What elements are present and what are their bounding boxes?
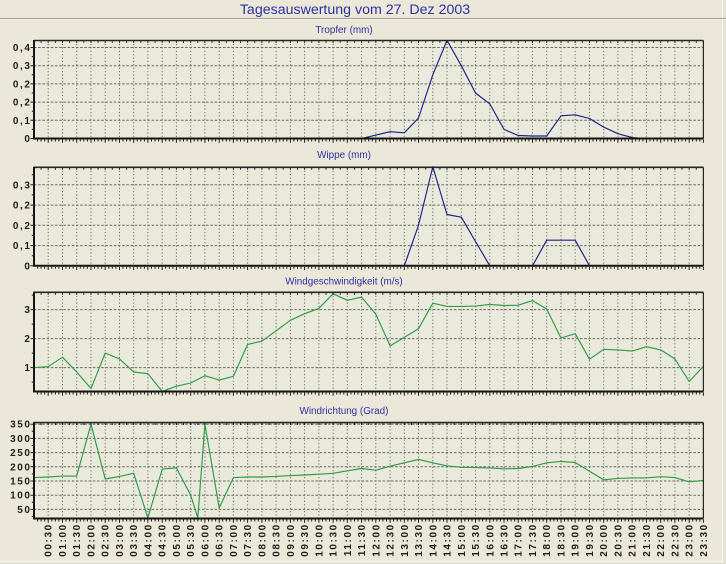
svg-text:13:30: 13:30 <box>414 523 425 557</box>
svg-text:15:30: 15:30 <box>471 523 482 557</box>
svg-text:0,2: 0,2 <box>13 79 32 90</box>
svg-text:01:30: 01:30 <box>72 523 83 557</box>
svg-text:2: 2 <box>24 334 31 345</box>
svg-text:11:30: 11:30 <box>357 523 368 556</box>
svg-text:19:00: 19:00 <box>571 523 582 557</box>
svg-text:200: 200 <box>10 462 32 473</box>
svg-text:05:30: 05:30 <box>186 523 197 557</box>
svg-text:150: 150 <box>10 477 32 488</box>
svg-text:07:30: 07:30 <box>243 523 254 557</box>
svg-text:300: 300 <box>10 434 32 445</box>
svg-text:12:00: 12:00 <box>371 523 382 557</box>
svg-text:23:00: 23:00 <box>685 523 696 557</box>
svg-text:16:30: 16:30 <box>500 523 511 557</box>
svg-text:0: 0 <box>24 134 31 145</box>
svg-text:09:30: 09:30 <box>300 523 311 557</box>
svg-text:00:30: 00:30 <box>44 523 55 557</box>
svg-text:01:00: 01:00 <box>58 523 69 557</box>
svg-text:Tropfer (mm): Tropfer (mm) <box>315 25 372 36</box>
svg-text:21:30: 21:30 <box>642 523 653 557</box>
svg-text:16:00: 16:00 <box>485 523 496 557</box>
svg-text:14:00: 14:00 <box>428 523 439 557</box>
svg-text:3: 3 <box>24 305 31 316</box>
svg-text:08:00: 08:00 <box>257 523 268 557</box>
svg-text:21:00: 21:00 <box>628 523 639 557</box>
svg-text:11:00: 11:00 <box>343 523 354 556</box>
svg-text:Windgeschwindigkeit (m/s): Windgeschwindigkeit (m/s) <box>285 277 402 288</box>
svg-text:18:00: 18:00 <box>542 523 553 557</box>
svg-text:0,1: 0,1 <box>13 241 32 252</box>
svg-text:06:30: 06:30 <box>215 523 226 557</box>
svg-text:23:30: 23:30 <box>699 523 710 557</box>
svg-text:100: 100 <box>10 491 32 502</box>
svg-text:07:00: 07:00 <box>229 523 240 557</box>
svg-text:10:00: 10:00 <box>314 523 325 557</box>
svg-text:03:30: 03:30 <box>129 523 140 557</box>
svg-text:1: 1 <box>24 363 31 374</box>
svg-text:02:00: 02:00 <box>87 523 98 557</box>
svg-text:19:30: 19:30 <box>585 523 596 557</box>
svg-text:22:30: 22:30 <box>670 523 681 557</box>
svg-text:0,1: 0,1 <box>13 116 32 127</box>
svg-text:15:00: 15:00 <box>457 523 468 557</box>
svg-text:0,3: 0,3 <box>13 61 32 72</box>
svg-text:03:00: 03:00 <box>115 523 126 557</box>
svg-text:Tagesauswertung vom 27. Dez 20: Tagesauswertung vom 27. Dez 2003 <box>240 2 470 18</box>
svg-text:12:30: 12:30 <box>386 523 397 557</box>
svg-text:0: 0 <box>24 261 31 272</box>
svg-text:02:30: 02:30 <box>101 523 112 557</box>
svg-text:06:00: 06:00 <box>200 523 211 557</box>
svg-text:0,4: 0,4 <box>13 43 32 54</box>
svg-text:04:30: 04:30 <box>158 523 169 557</box>
svg-text:22:00: 22:00 <box>656 523 667 557</box>
svg-text:14:30: 14:30 <box>443 523 454 557</box>
svg-text:04:00: 04:00 <box>143 523 154 557</box>
svg-text:18:30: 18:30 <box>557 523 568 557</box>
svg-text:350: 350 <box>10 420 32 431</box>
svg-text:09:00: 09:00 <box>286 523 297 557</box>
svg-text:10:30: 10:30 <box>329 523 340 557</box>
svg-text:50: 50 <box>17 505 31 516</box>
svg-text:0,3: 0,3 <box>13 180 32 191</box>
svg-text:0,2: 0,2 <box>13 201 32 212</box>
svg-text:20:00: 20:00 <box>599 523 610 557</box>
svg-text:250: 250 <box>10 448 32 459</box>
svg-text:17:30: 17:30 <box>528 523 539 557</box>
svg-text:Wippe (mm): Wippe (mm) <box>317 150 371 161</box>
svg-text:05:00: 05:00 <box>172 523 183 557</box>
svg-text:20:30: 20:30 <box>613 523 624 557</box>
svg-text:0,2: 0,2 <box>13 221 32 232</box>
svg-text:Windrichtung (Grad): Windrichtung (Grad) <box>300 406 389 417</box>
svg-text:13:00: 13:00 <box>400 523 411 557</box>
svg-text:0,2: 0,2 <box>13 98 32 109</box>
svg-text:08:30: 08:30 <box>272 523 283 557</box>
svg-text:17:00: 17:00 <box>514 523 525 557</box>
